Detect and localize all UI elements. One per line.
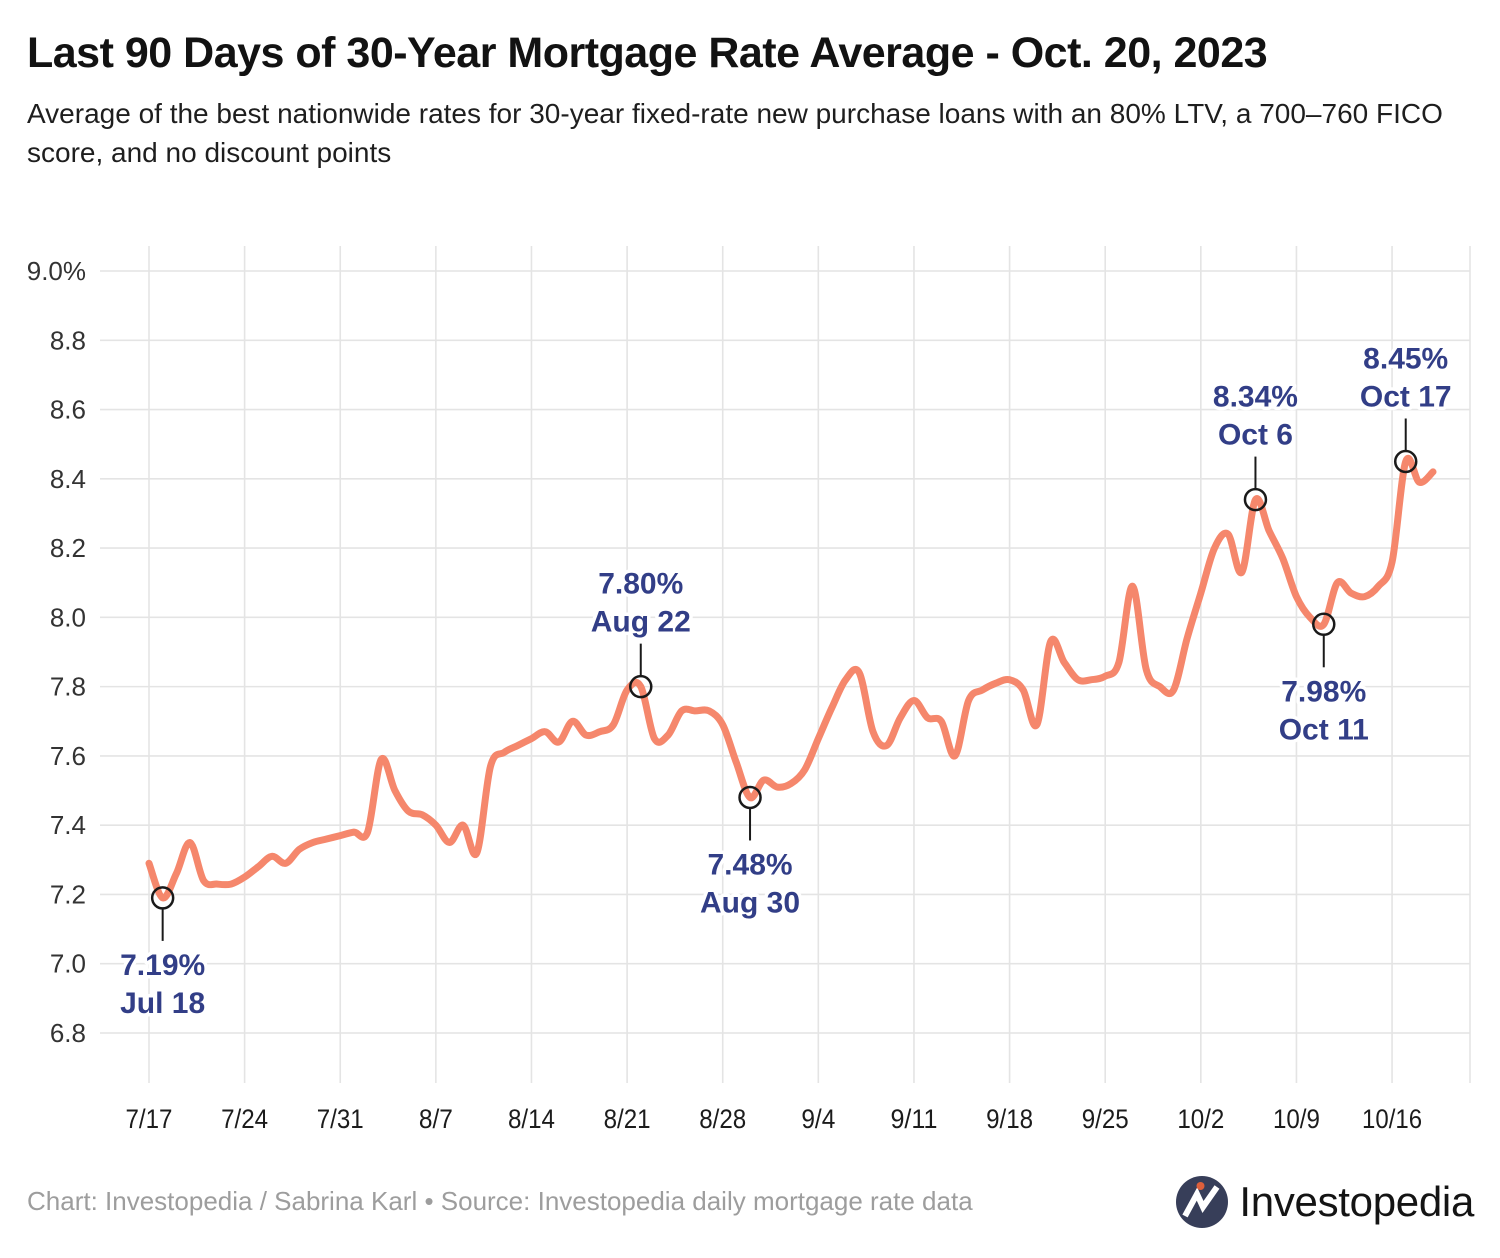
y-axis-tick-label: 8.2	[50, 533, 86, 563]
y-axis-tick-label: 7.6	[50, 741, 86, 771]
y-axis-tick-label: 8.8	[50, 325, 86, 355]
data-point-marker	[1393, 449, 1418, 474]
x-axis-tick-label: 9/4	[801, 1104, 835, 1134]
investopedia-logo: Investopedia	[1176, 1175, 1474, 1228]
x-axis-tick-label: 7/24	[221, 1104, 268, 1134]
data-point-marker	[738, 785, 762, 810]
y-axis-tick-label: 7.0	[50, 949, 86, 979]
annotation-value-label: 7.80%	[598, 568, 683, 601]
chart-subtitle: Average of the best nationwide rates for…	[27, 98, 1443, 168]
annotation-value-label: 8.45%	[1363, 342, 1448, 375]
x-axis-tick-label: 9/25	[1082, 1104, 1129, 1134]
y-axis-tick-label: 8.6	[50, 395, 86, 425]
x-axis-tick-label: 9/18	[986, 1104, 1033, 1134]
rate-line	[145, 455, 1437, 902]
investopedia-logo-icon	[1176, 1175, 1229, 1228]
x-axis-tick-label: 7/17	[126, 1104, 173, 1134]
annotation-value-label: 7.98%	[1281, 675, 1366, 708]
data-point-marker	[629, 674, 653, 699]
annotation-date-label: Oct 17	[1360, 380, 1452, 413]
annotation-date-label: Aug 22	[591, 606, 691, 639]
data-point-marker	[150, 886, 175, 910]
y-axis-tick-label: 7.8	[50, 672, 86, 702]
x-axis-tick-label: 10/9	[1273, 1104, 1320, 1134]
x-axis-tick-label: 10/16	[1362, 1104, 1422, 1134]
chart-footer: Chart: Investopedia / Sabrina Karl • Sou…	[0, 1155, 1500, 1258]
page-title: Last 90 Days of 30-Year Mortgage Rate Av…	[27, 29, 1268, 77]
y-axis-tick-label: 8.4	[50, 464, 86, 494]
data-point-marker	[1243, 487, 1268, 512]
annotation-date-label: Aug 30	[700, 886, 800, 919]
investopedia-wordmark: Investopedia	[1239, 1177, 1474, 1225]
y-axis-tick-label: 8.0	[50, 602, 86, 632]
y-axis-tick-label: 6.8	[50, 1018, 86, 1048]
annotation-value-label: 7.19%	[120, 949, 205, 982]
annotation-value-label: 7.48%	[708, 848, 793, 881]
annotation-date-label: Oct 6	[1218, 419, 1293, 452]
x-axis-tick-label: 8/21	[604, 1104, 651, 1134]
x-axis-tick-label: 7/31	[317, 1104, 364, 1134]
y-axis-tick-label: 9.0%	[27, 256, 86, 286]
y-axis-tick-label: 7.2	[50, 879, 86, 909]
credit-line: Chart: Investopedia / Sabrina Karl • Sou…	[27, 1186, 973, 1216]
annotation-date-label: Jul 18	[120, 987, 205, 1020]
y-axis-tick-label: 7.4	[50, 810, 86, 840]
annotation-date-label: Oct 11	[1279, 713, 1369, 746]
x-axis-tick-label: 8/28	[699, 1104, 746, 1134]
x-axis-tick-label: 10/2	[1177, 1104, 1224, 1134]
data-point-marker	[1312, 612, 1336, 637]
x-axis-tick-label: 8/7	[419, 1104, 453, 1134]
annotation-value-label: 8.34%	[1213, 381, 1298, 414]
x-axis-tick-label: 8/14	[508, 1104, 555, 1134]
mortgage-rate-line-chart: 9.0% 8.8 8.6 8.4 8.2 8.0 7.8 7.6 7.4 7.2 7.0 6.8 7/1…	[27, 246, 1471, 1134]
x-axis-tick-label: 9/11	[890, 1104, 937, 1134]
chart-header: Last 90 Days of 30-Year Mortgage Rate Av…	[0, 0, 1500, 240]
